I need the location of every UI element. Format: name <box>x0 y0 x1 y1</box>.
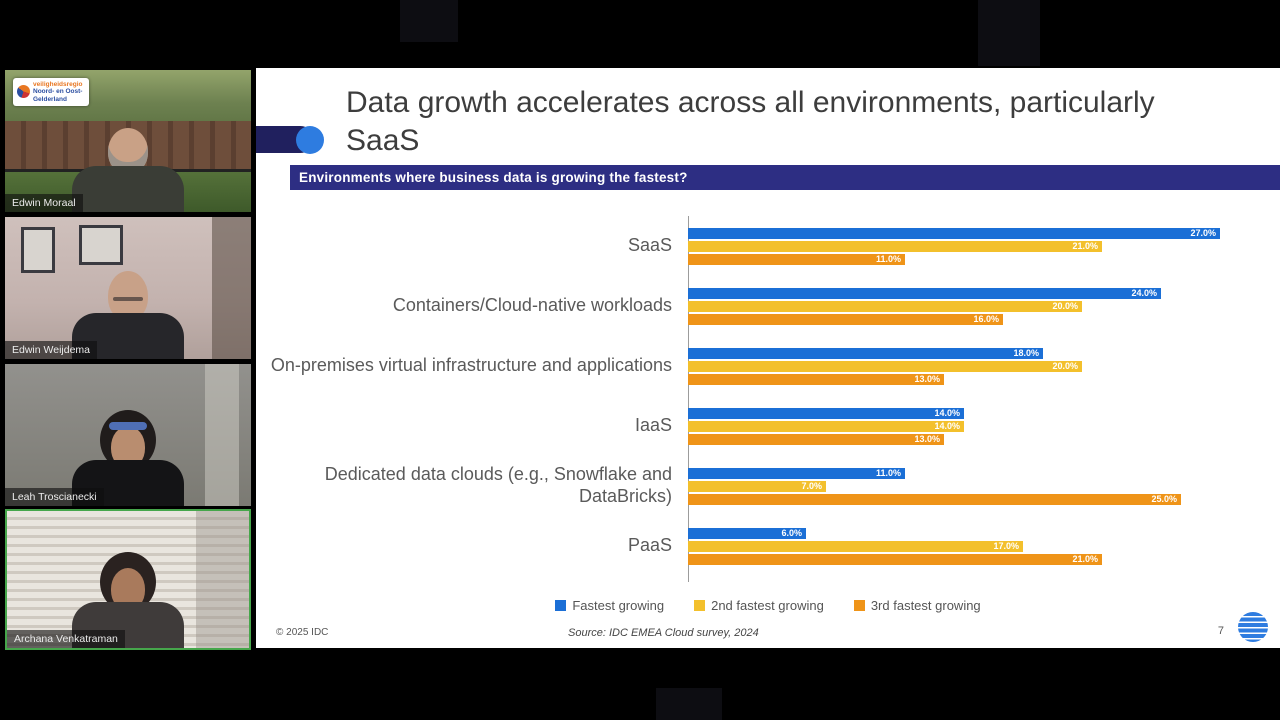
participant-video <box>63 410 193 506</box>
chart-bar-3rd-fastest-growing: 21.0% <box>688 553 1102 565</box>
chart-bar-2nd-fastest-growing: 7.0% <box>688 480 826 492</box>
source-note: Source: IDC EMEA Cloud survey, 2024 <box>568 627 759 639</box>
picture-frame <box>79 225 123 265</box>
chart-bar-2nd-fastest-growing: 21.0% <box>688 240 1102 252</box>
chart-category-row: SaaS 27.0% 21.0% 11.0% <box>256 216 1266 276</box>
participant-video <box>63 271 193 359</box>
participant-name-label: Edwin Moraal <box>5 194 83 212</box>
chart-category-row: Containers/Cloud-native workloads 24.0% 20… <box>256 276 1266 336</box>
chart-bar-value: 11.0% <box>875 254 901 264</box>
video-background <box>195 511 249 648</box>
letterbox-artifact <box>656 688 722 720</box>
chart-bar-group: 18.0% 20.0% 13.0% <box>688 347 1082 385</box>
chart-category-label: On-premises virtual infrastructure and a… <box>270 355 672 376</box>
chart-bar-2nd-fastest-growing: 20.0% <box>688 300 1082 312</box>
chart-bar-value: 20.0% <box>1052 301 1078 311</box>
chart-category-label: PaaS <box>627 535 672 556</box>
chart-bar-value: 6.0% <box>781 528 802 538</box>
chart-bar-fastest-growing: 14.0% <box>688 407 964 419</box>
chart-bar-value: 13.0% <box>914 374 940 384</box>
chart-banner: Environments where business data is grow… <box>290 165 1280 190</box>
legend-label: Fastest growing <box>572 598 665 613</box>
bar-chart: SaaS 27.0% 21.0% 11.0% Containers/Cloud-nati… <box>256 216 1266 576</box>
chart-bar-fastest-growing: 24.0% <box>688 287 1161 299</box>
participant-video <box>63 124 193 212</box>
letterbox-artifact <box>978 0 1040 66</box>
chart-category-label: SaaS <box>627 235 672 256</box>
chart-bar-group: 27.0% 21.0% 11.0% <box>688 227 1220 265</box>
chart-bar-fastest-growing: 6.0% <box>688 527 806 539</box>
chart-category-row: PaaS 6.0% 17.0% 21.0% <box>256 516 1266 576</box>
video-background <box>211 217 251 359</box>
chart-bar-value: 14.0% <box>934 421 960 431</box>
video-background <box>205 364 239 506</box>
chart-bar-value: 27.0% <box>1190 228 1216 238</box>
idc-logo-icon <box>1238 612 1268 642</box>
chart-category-label: Dedicated data clouds (e.g., Snowflake a… <box>324 464 672 506</box>
participant-name-label: Leah Troscianecki <box>5 488 104 506</box>
chart-bar-group: 24.0% 20.0% 16.0% <box>688 287 1161 325</box>
chart-bar-value: 17.0% <box>993 541 1019 551</box>
chart-bar-3rd-fastest-growing: 25.0% <box>688 493 1181 505</box>
chart-bar-2nd-fastest-growing: 20.0% <box>688 360 1082 372</box>
chart-bar-value: 18.0% <box>1013 348 1039 358</box>
chart-bar-2nd-fastest-growing: 14.0% <box>688 420 964 432</box>
video-tile-archana-venkatraman[interactable]: Archana Venkatraman <box>5 509 251 650</box>
legend-swatch-icon <box>853 600 865 611</box>
chart-bar-value: 7.0% <box>801 481 822 491</box>
chart-category-label: IaaS <box>634 415 672 436</box>
chart-bar-value: 16.0% <box>973 314 999 324</box>
legend-label: 3rd fastest growing <box>870 598 981 613</box>
chart-bar-value: 21.0% <box>1072 241 1098 251</box>
chart-bar-group: 6.0% 17.0% 21.0% <box>688 527 1102 565</box>
chart-legend: Fastest growing 2nd fastest growing 3rd fa… <box>256 598 1280 613</box>
chart-category-row: On-premises virtual infrastructure and a… <box>256 336 1266 396</box>
title-decoration-dot-icon <box>296 126 324 154</box>
chart-bar-3rd-fastest-growing: 13.0% <box>688 373 944 385</box>
chart-bar-value: 13.0% <box>914 434 940 444</box>
chart-bar-fastest-growing: 11.0% <box>688 467 905 479</box>
chart-bar-value: 25.0% <box>1151 494 1177 504</box>
chart-bar-group: 11.0% 7.0% 25.0% <box>688 467 1181 505</box>
chart-bar-value: 24.0% <box>1131 288 1157 298</box>
legend-item-fastest-growing: Fastest growing <box>555 598 664 613</box>
video-tile-edwin-weijdema[interactable]: Edwin Weijdema <box>5 217 251 359</box>
video-tile-leah-troscianecki[interactable]: Leah Troscianecki <box>5 364 251 506</box>
picture-frame <box>21 227 55 273</box>
chart-bar-group: 14.0% 14.0% 13.0% <box>688 407 964 445</box>
slide-title: Data growth accelerates across all envir… <box>346 86 1155 157</box>
chart-category-row: IaaS 14.0% 14.0% 13.0% <box>256 396 1266 456</box>
video-tile-edwin-moraal[interactable]: veiligheidsregio Noord- en Oost- Gelderl… <box>5 70 251 212</box>
legend-swatch-icon <box>555 600 567 611</box>
chart-bar-3rd-fastest-growing: 16.0% <box>688 313 1003 325</box>
letterbox-artifact <box>400 0 458 42</box>
chart-bar-value: 11.0% <box>875 468 901 478</box>
chart-bar-3rd-fastest-growing: 11.0% <box>688 253 905 265</box>
chart-bar-value: 20.0% <box>1052 361 1078 371</box>
chart-bar-3rd-fastest-growing: 13.0% <box>688 433 944 445</box>
chart-category-label: Containers/Cloud-native workloads <box>392 295 672 316</box>
participant-name-label: Edwin Weijdema <box>5 341 98 359</box>
legend-label: 2nd fastest growing <box>711 598 824 613</box>
chart-bar-value: 21.0% <box>1072 554 1098 564</box>
copyright-note: © 2025 IDC <box>276 627 329 638</box>
chart-axis <box>688 216 689 582</box>
chart-bar-value: 14.0% <box>934 408 960 418</box>
page-number: 7 <box>1217 625 1224 637</box>
chart-bar-2nd-fastest-growing: 17.0% <box>688 540 1023 552</box>
chart-category-row: Dedicated data clouds (e.g., Snowflake a… <box>256 456 1266 516</box>
legend-item-2nd-fastest-growing: 2nd fastest growing <box>694 598 824 613</box>
chart-bar-fastest-growing: 27.0% <box>688 227 1220 239</box>
legend-swatch-icon <box>694 600 706 611</box>
org-logo: veiligheidsregio Noord- en Oost- Gelderl… <box>13 78 89 107</box>
legend-item-3rd-fastest-growing: 3rd fastest growing <box>853 598 981 613</box>
shared-presentation-slide: Data growth accelerates across all envir… <box>256 68 1280 648</box>
participant-name-label: Archana Venkatraman <box>7 630 125 648</box>
chart-bar-fastest-growing: 18.0% <box>688 347 1043 359</box>
